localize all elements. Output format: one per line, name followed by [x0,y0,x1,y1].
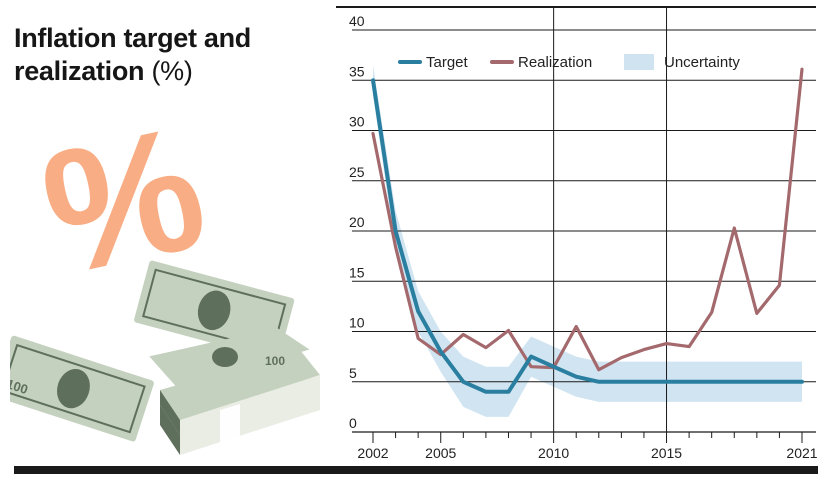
series-layer [371,67,804,394]
legend-label: Realization [518,54,592,71]
legend: Target Realization Uncertainty [398,54,740,71]
y-tick-label: 20 [349,214,365,230]
chart-title-text: Inflation target and realization [14,23,252,86]
chart-title-unit: (%) [151,56,193,86]
series-line-realization [371,67,804,372]
banknote-middle: 100 [10,335,154,442]
y-tick-label: 25 [349,164,365,180]
x-tick-label: 2005 [425,445,456,461]
x-tick-label: 2021 [786,445,817,461]
banknote-denomination: 100 [10,376,30,397]
legend-label: Uncertainty [664,54,740,71]
y-tick-label: 35 [349,63,365,79]
y-tick-label: 10 [349,315,365,331]
x-tick-label: 2015 [651,445,682,461]
series-line-target [371,78,804,394]
bottom-rule [14,466,818,474]
chart-title: Inflation target and realization (%) [14,22,314,88]
y-tick-label: 30 [349,114,365,130]
y-tick-label: 0 [349,415,357,431]
money-illustration: % 100 100 100 [10,110,320,455]
y-tick-label: 15 [349,264,365,280]
x-tick-label: 2010 [538,445,569,461]
banknote-denomination: 100 [265,354,285,368]
banknote-stack: 100 [149,327,320,455]
axis-layer: 0 5 10 15 20 25 30 35 40 2002 2005 2010 2015 2021 [349,13,818,461]
legend-label: Target [426,54,469,71]
legend-swatch-uncertainty [624,54,654,70]
y-tick-label: 5 [349,365,357,381]
top-rule [336,6,816,8]
x-tick-label: 2002 [357,445,388,461]
y-tick-label: 40 [349,13,365,29]
